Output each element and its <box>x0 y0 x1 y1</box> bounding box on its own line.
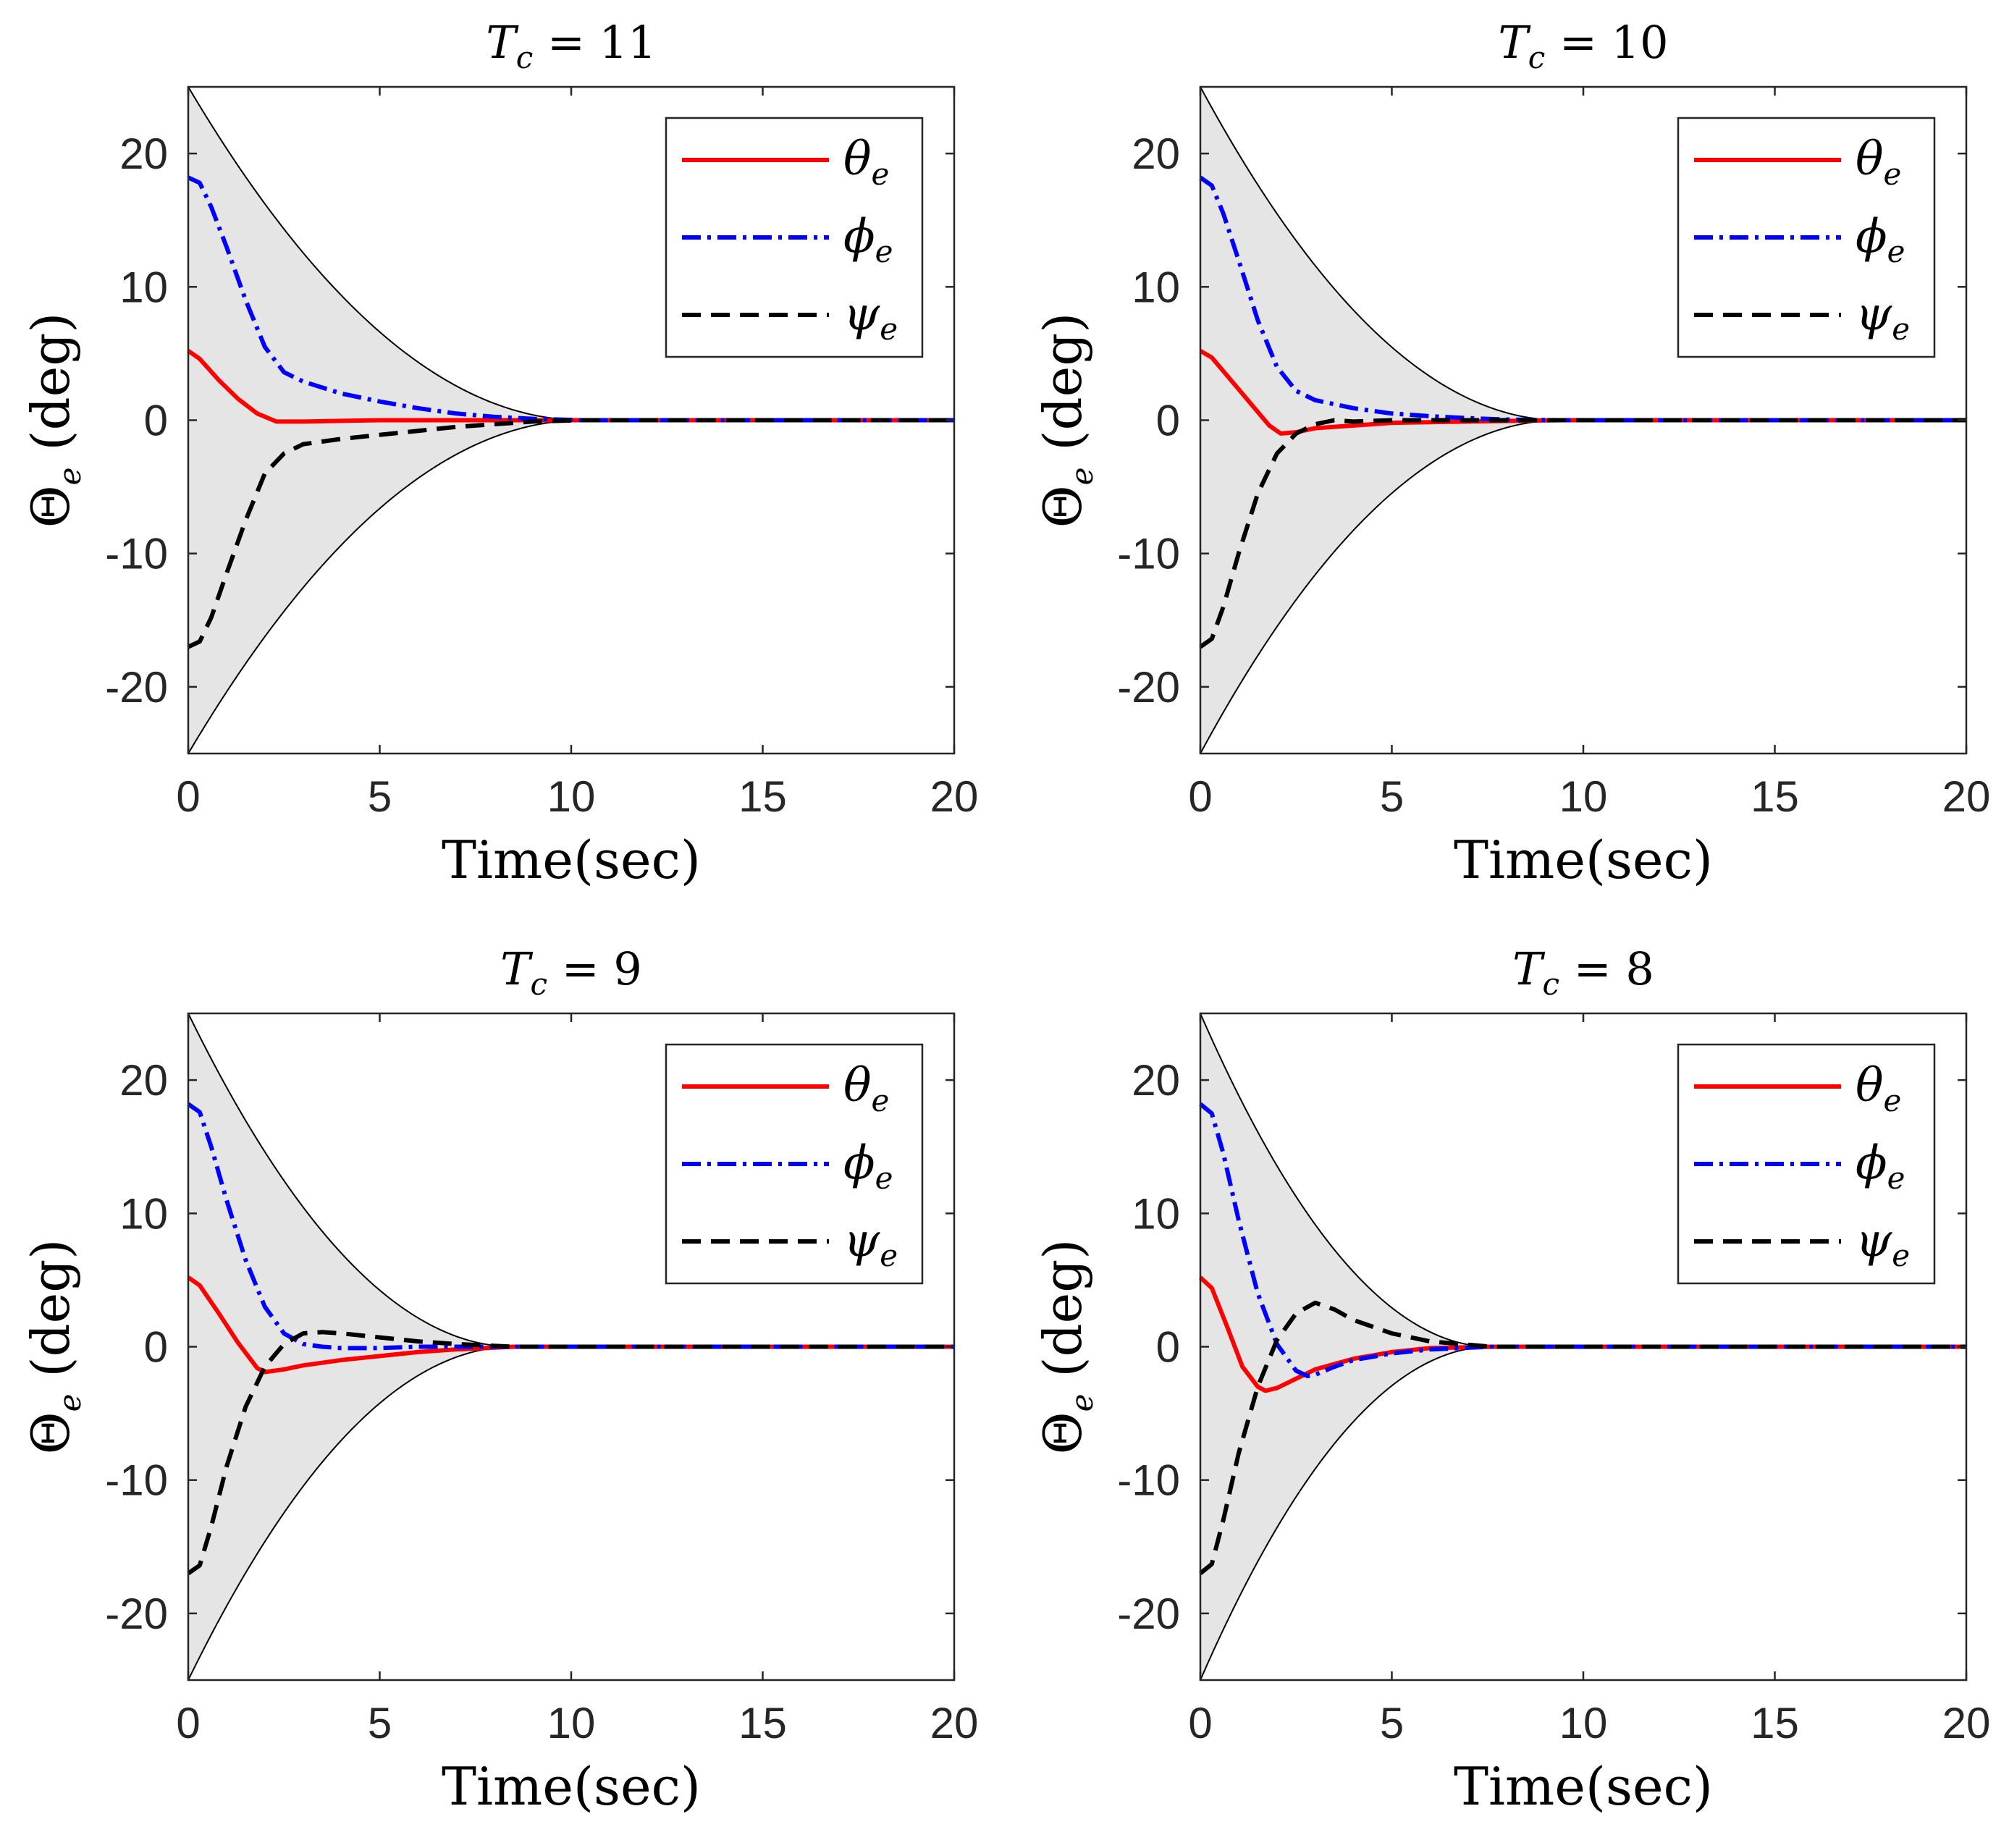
y-axis-label: Θe (deg) <box>20 1239 88 1455</box>
legend: θe ϕe ψe <box>1677 1043 1936 1285</box>
x-tick-label: 0 <box>176 1699 200 1747</box>
envelope-upper-bound <box>188 86 954 421</box>
series-line-phi <box>1199 175 1966 423</box>
x-tick-label: 5 <box>368 1699 392 1747</box>
series-line-psi <box>1199 418 1966 649</box>
y-tick-label: -20 <box>1117 1590 1180 1638</box>
y-tick-label: 20 <box>1132 1056 1180 1105</box>
y-axis-label: Θe (deg) <box>1032 1239 1100 1455</box>
legend-label-theta: θe <box>1856 132 1901 192</box>
x-tick-label: 20 <box>1942 772 1991 821</box>
x-tick-label: 0 <box>176 772 200 821</box>
chart-panel-1: 0 5 10 15 20 -20 -10 0 10 20 Tc = 11 Time(sec) Θe (d… <box>20 16 978 890</box>
x-tick-label: 15 <box>1751 1699 1799 1747</box>
x-tick-label: 20 <box>1942 1699 1991 1747</box>
series-line-theta <box>187 1275 954 1375</box>
x-axis-label: Time(sec) <box>1454 830 1713 890</box>
legend-label-theta: θe <box>1856 1059 1901 1118</box>
y-tick-label: -20 <box>105 663 168 712</box>
chart-title: Tc = 8 <box>1512 942 1654 1002</box>
y-tick-label: -10 <box>105 530 168 578</box>
y-tick-label: -10 <box>1117 1456 1180 1505</box>
x-axis-label: Time(sec) <box>1454 1756 1713 1817</box>
envelope-lower-bound <box>1200 419 1966 754</box>
x-tick-label: 20 <box>930 1699 979 1747</box>
series-line-phi <box>187 175 954 423</box>
legend-label-psi: ψe <box>843 1214 898 1273</box>
x-tick-label: 10 <box>1559 772 1608 821</box>
y-tick-label: 10 <box>1132 1189 1180 1238</box>
x-tick-label: 0 <box>1188 772 1212 821</box>
y-tick-label: 10 <box>119 1189 168 1238</box>
y-tick-label: -20 <box>1117 663 1180 712</box>
series-line-theta <box>187 349 954 424</box>
legend-label-psi: ψe <box>843 287 898 347</box>
chart-title: Tc = 11 <box>486 16 656 75</box>
x-tick-label: 15 <box>738 1699 787 1747</box>
x-axis-label: Time(sec) <box>442 830 701 890</box>
y-tick-label: 20 <box>119 1056 168 1105</box>
y-tick-label: 0 <box>144 1323 168 1372</box>
series-line-psi <box>187 1330 954 1576</box>
legend-label-phi: ϕe <box>1856 1136 1905 1196</box>
series-line-phi <box>1199 1102 1966 1379</box>
legend: θe ϕe ψe <box>665 117 924 358</box>
series-line-psi <box>1199 1300 1966 1575</box>
y-tick-label: 20 <box>1132 130 1180 178</box>
y-tick-label: 20 <box>119 130 168 178</box>
series-line-theta <box>1198 1275 1966 1393</box>
legend-label-psi: ψe <box>1856 287 1910 347</box>
series-line-psi <box>187 418 954 649</box>
x-tick-label: 0 <box>1188 1699 1212 1747</box>
legend-label-phi: ϕe <box>843 210 893 269</box>
envelope-fill <box>1200 1013 1492 1680</box>
legend-label-phi: ϕe <box>843 1136 893 1196</box>
envelope-lower-bound <box>188 1346 954 1681</box>
chart-title: Tc = 9 <box>500 942 642 1002</box>
envelope-upper-bound <box>188 1013 954 1348</box>
envelope-upper-bound <box>1200 86 1966 421</box>
legend-label-theta: θe <box>843 1059 889 1118</box>
chart-title: Tc = 10 <box>1498 16 1668 75</box>
y-tick-label: 0 <box>1156 397 1180 445</box>
y-tick-label: -10 <box>1117 530 1180 578</box>
y-tick-label: -20 <box>105 1590 168 1638</box>
legend-label-psi: ψe <box>1856 1214 1910 1273</box>
y-tick-label: 10 <box>1132 263 1180 311</box>
y-axis-label: Θe (deg) <box>20 313 88 528</box>
chart-panel-2: 0 5 10 15 20 -20 -10 0 10 20 Tc = 10 Time(sec) Θe (d… <box>1032 16 1990 890</box>
envelope-lower-bound <box>1200 1346 1966 1681</box>
y-tick-label: 0 <box>1156 1323 1180 1372</box>
y-axis-label: Θe (deg) <box>1032 313 1100 528</box>
x-tick-label: 15 <box>1751 772 1799 821</box>
envelope-upper-bound <box>1200 1013 1966 1348</box>
x-tick-label: 5 <box>1380 1699 1404 1747</box>
legend: θe ϕe ψe <box>1677 117 1936 358</box>
legend-label-phi: ϕe <box>1856 210 1905 269</box>
x-tick-label: 10 <box>547 772 596 821</box>
y-tick-label: 0 <box>144 397 168 445</box>
y-tick-label: 10 <box>119 263 168 311</box>
chart-panel-4: 0 5 10 15 20 -20 -10 0 10 20 Tc = 8 Time(sec) Θe (de… <box>1032 942 1990 1817</box>
x-tick-label: 10 <box>547 1699 596 1747</box>
x-tick-label: 10 <box>1559 1699 1608 1747</box>
x-tick-label: 15 <box>738 772 787 821</box>
legend: θe ϕe ψe <box>665 1043 924 1285</box>
x-tick-label: 20 <box>930 772 979 821</box>
x-tick-label: 5 <box>368 772 392 821</box>
x-axis-label: Time(sec) <box>442 1756 701 1817</box>
x-tick-label: 5 <box>1380 772 1404 821</box>
y-tick-label: -10 <box>105 1456 168 1505</box>
envelope-lower-bound <box>188 419 954 754</box>
chart-panel-3: 0 5 10 15 20 -20 -10 0 10 20 Tc = 9 Time(sec) Θe (de… <box>20 942 978 1817</box>
legend-label-theta: θe <box>843 132 889 192</box>
